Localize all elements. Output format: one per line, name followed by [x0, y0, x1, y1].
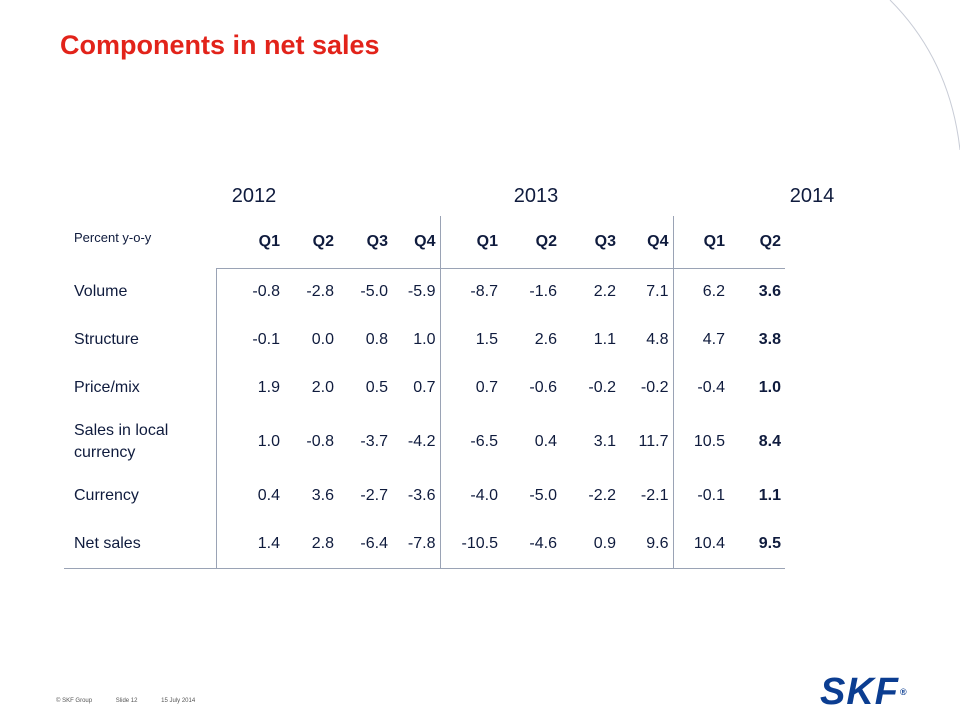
table-cell: -2.7	[360, 487, 388, 504]
table-cell: 2.6	[534, 331, 557, 348]
table-cell: 1.5	[475, 331, 498, 348]
quarter-header: Q1	[216, 216, 284, 269]
table-cell: 1.0	[392, 316, 441, 364]
table-cell: -2.8	[306, 283, 334, 301]
slide-number: Slide 12	[115, 698, 138, 704]
table-cell: -1.6	[529, 283, 557, 301]
table-cell: 3.6	[758, 283, 781, 301]
row-label: Volume	[64, 268, 217, 316]
table-cell: -3.6	[392, 472, 441, 520]
copyright-text: © SKF Group	[56, 698, 93, 704]
quarter-header: Q1	[440, 216, 502, 269]
table-cell: -4.2	[392, 412, 441, 472]
table-cell: -0.6	[529, 379, 557, 396]
table-cell: 1.0	[758, 379, 781, 396]
table-cell: 7.1	[620, 268, 674, 316]
table-cell: -0.1	[252, 331, 280, 348]
table-cell: 2.8	[284, 520, 338, 569]
row-label-line: Sales in local	[74, 422, 169, 439]
table-cell: 11.7	[620, 412, 674, 472]
table-cell: 2.2	[593, 283, 616, 301]
table-row-structure: Structure -0.1 0.0 0.8 1.0 1.5 2.6 1.1 4…	[64, 316, 785, 364]
table-row-currency: Currency 0.4 3.6 -2.7 -3.6 -4.0 -5.0 -2.…	[64, 472, 785, 520]
table-cell: -4.0	[470, 487, 498, 504]
table-cell: -5.0	[529, 487, 557, 504]
table-cell: -0.2	[620, 364, 674, 412]
table-header-row: Percent y-o-y Q1 Q2 Q3 Q4 Q1 Q2 Q3 Q4 Q1…	[64, 216, 785, 269]
row-label-line: currency	[74, 444, 136, 461]
table-cell: 8.4	[758, 433, 781, 450]
table-cell: 0.0	[311, 331, 334, 348]
table-cell: 0.4	[257, 487, 280, 504]
row-label: Price/mix	[64, 364, 217, 412]
table-cell: 1.1	[593, 331, 616, 348]
table-cell: -7.8	[392, 520, 441, 569]
table-cell: -2.2	[588, 487, 616, 504]
table-cell: -6.4	[338, 520, 392, 569]
table-cell: -4.6	[502, 520, 561, 569]
table-row-price-mix: Price/mix 1.9 2.0 0.5 0.7 0.7 -0.6 -0.2 …	[64, 364, 785, 412]
table-cell: 3.1	[593, 433, 616, 450]
quarter-header: Q1	[673, 216, 729, 269]
year-2013-header: 2013	[513, 185, 559, 207]
table-cell: 2.0	[311, 379, 334, 396]
row-label: Currency	[64, 472, 217, 520]
corner-label: Percent y-o-y	[74, 230, 152, 245]
table-row-sales-local-currency: Sales in local currency 1.0 -0.8 -3.7 -4.…	[64, 412, 785, 472]
table-cell: 10.5	[693, 433, 725, 450]
table-cell: 6.2	[702, 283, 725, 301]
table-cell: 1.9	[257, 379, 280, 396]
quarter-header: Q3	[561, 216, 620, 269]
table-cell: -0.2	[588, 379, 616, 396]
table-cell: 9.5	[729, 520, 785, 569]
logo-text: SKF	[820, 671, 899, 713]
table-cell: -8.7	[470, 283, 498, 301]
table-cell: 4.7	[702, 331, 725, 348]
table-cell: -6.5	[470, 433, 498, 450]
row-label: Structure	[64, 316, 217, 364]
table-cell: -0.1	[697, 487, 725, 504]
table-cell: -2.1	[620, 472, 674, 520]
table-cell: 1.1	[758, 487, 781, 504]
quarter-header: Q2	[284, 216, 338, 269]
table-cell: -0.8	[306, 433, 334, 450]
net-sales-components-table: Percent y-o-y Q1 Q2 Q3 Q4 Q1 Q2 Q3 Q4 Q1…	[64, 216, 785, 569]
table-cell: 10.4	[673, 520, 729, 569]
table-cell: -5.0	[360, 283, 388, 301]
slide-date: 15 July 2014	[161, 698, 196, 704]
quarter-header: Q2	[729, 216, 785, 269]
quarter-header: Q3	[338, 216, 392, 269]
table-cell: -5.9	[392, 268, 441, 316]
table-row-volume: Volume -0.8 -2.8 -5.0 -5.9 -8.7 -1.6 2.2…	[64, 268, 785, 316]
table-cell: -10.5	[440, 520, 502, 569]
table-cell: 3.6	[311, 487, 334, 504]
quarter-header: Q4	[620, 216, 674, 269]
table-cell: 0.7	[392, 364, 441, 412]
table-cell: 0.8	[365, 331, 388, 348]
quarter-header: Q4	[392, 216, 441, 269]
year-2012-header: 2012	[231, 185, 277, 207]
page-title: Components in net sales	[60, 30, 380, 60]
skf-logo: SKF®	[820, 672, 908, 712]
table-cell: 4.8	[620, 316, 674, 364]
table-cell: 0.4	[534, 433, 557, 450]
table-cell: 0.5	[365, 379, 388, 396]
registered-mark: ®	[900, 687, 908, 697]
table-cell: 9.6	[620, 520, 674, 569]
table-cell: -0.4	[697, 379, 725, 396]
row-label: Sales in local currency	[64, 412, 217, 472]
table-cell: 1.0	[257, 433, 280, 450]
table-cell: 0.9	[561, 520, 620, 569]
table-cell: -0.8	[252, 283, 280, 301]
quarter-header: Q2	[502, 216, 561, 269]
table-cell: 3.8	[758, 331, 781, 348]
table-row-net-sales: Net sales 1.4 2.8 -6.4 -7.8 -10.5 -4.6 0…	[64, 520, 785, 569]
table-cell: 0.7	[475, 379, 498, 396]
row-label: Net sales	[64, 520, 217, 569]
table-cell: 1.4	[216, 520, 284, 569]
year-2014-header: 2014	[789, 185, 835, 207]
slide-footer: © SKF Group Slide 12 15 July 2014	[56, 698, 217, 704]
table-cell: -3.7	[360, 433, 388, 450]
